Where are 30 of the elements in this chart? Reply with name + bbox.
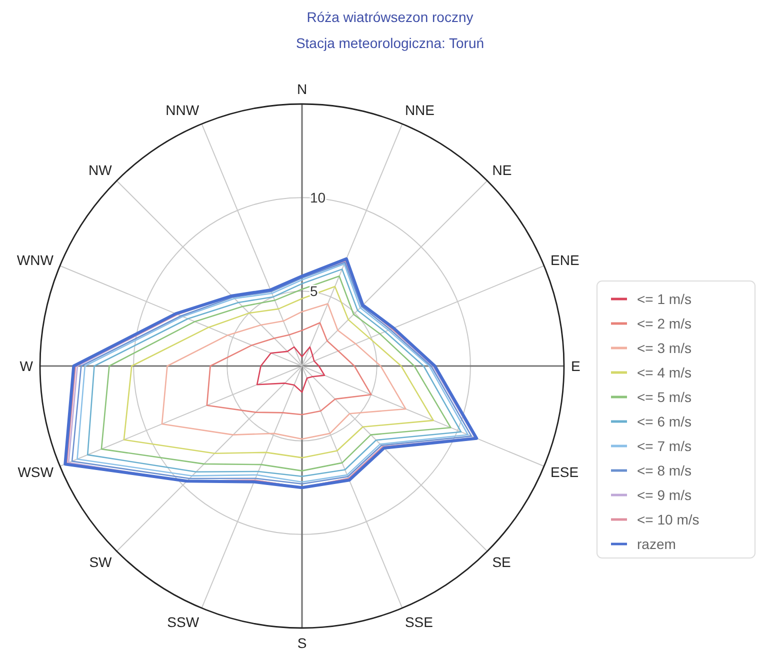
spoke-label: NE	[492, 162, 512, 178]
chart-title: Róża wiatrówsezon roczny	[306, 9, 474, 25]
legend-label: <= 10 m/s	[637, 512, 700, 528]
spoke-label: WNW	[16, 252, 54, 268]
chart-subtitle: Stacja meteorologiczna: Toruń	[296, 35, 484, 51]
spoke-label: ESE	[550, 464, 579, 480]
legend-label: <= 3 m/s	[637, 340, 692, 356]
legend-label: <= 6 m/s	[637, 414, 692, 430]
spoke-label: SSW	[167, 614, 200, 630]
spoke-label: S	[297, 635, 307, 651]
spoke-label: N	[296, 81, 308, 97]
legend-label: razem	[637, 536, 676, 552]
legend-label: <= 2 m/s	[637, 316, 692, 332]
spoke-label: W	[20, 358, 34, 374]
legend-label: <= 9 m/s	[637, 487, 692, 503]
spoke-label: WSW	[18, 464, 54, 480]
legend-label: <= 5 m/s	[637, 389, 692, 405]
legend-label: <= 4 m/s	[637, 364, 692, 380]
spoke-label: NW	[88, 162, 113, 178]
spoke-label: SE	[492, 554, 511, 570]
legend-label: <= 7 m/s	[637, 438, 692, 454]
spoke-label: SSE	[404, 614, 433, 630]
y-tick-label: 10	[310, 190, 326, 206]
legend-label: <= 8 m/s	[637, 462, 692, 478]
legend-label: <= 1 m/s	[637, 291, 692, 307]
spoke-label: NNE	[404, 102, 435, 118]
spoke-label: ENE	[550, 252, 580, 268]
spoke-label: E	[571, 358, 580, 374]
spoke-label: NNW	[166, 102, 200, 118]
spoke-label: SW	[89, 554, 113, 570]
